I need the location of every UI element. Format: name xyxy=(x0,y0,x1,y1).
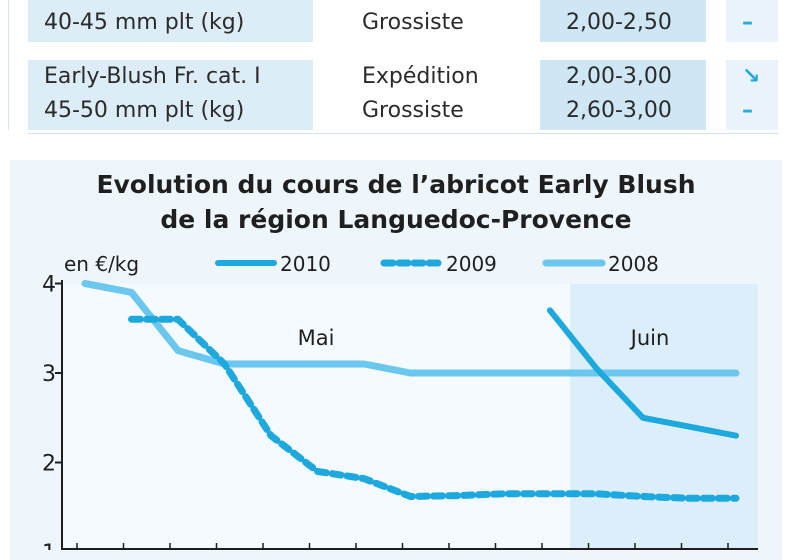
product-line-2: 40-45 mm plt (kg) xyxy=(44,10,245,35)
y-tick-label: 3 xyxy=(42,362,56,387)
trend-line-2: – xyxy=(742,98,753,123)
trend-band xyxy=(726,0,778,42)
series-line-2009 xyxy=(128,315,740,502)
legend-label-2009: 2009 xyxy=(446,252,497,276)
month-label-mai: Mai xyxy=(298,326,335,350)
product-band xyxy=(28,60,313,130)
table-row: Early-Blush Fr. cat. I 45-50 mm plt (kg)… xyxy=(0,60,800,134)
price-band xyxy=(540,0,706,42)
y-tick-label: 1 xyxy=(42,541,56,550)
channel-line-1: Expédition xyxy=(362,64,479,89)
y-axis-label: en €/kg xyxy=(64,252,139,276)
chart-title: Evolution du cours de l’abricot Early Bl… xyxy=(96,170,696,199)
series-line-2010 xyxy=(547,307,739,439)
price-line-2: 2,60-3,00 xyxy=(566,98,672,123)
price-band xyxy=(540,60,706,130)
price-line-2: 2,00-2,50 xyxy=(566,10,672,35)
product-line-1: Early-Blush Fr. cat. I xyxy=(44,64,261,89)
row-divider xyxy=(28,133,778,134)
trend-band xyxy=(726,60,778,130)
legend-label-2010: 2010 xyxy=(280,252,331,276)
series-line-2008 xyxy=(81,280,740,377)
channel-line-2: Grossiste xyxy=(362,98,464,123)
y-tick-label: 2 xyxy=(42,452,56,477)
trend-line-2: – xyxy=(742,10,753,35)
product-line-2: 45-50 mm plt (kg) xyxy=(44,98,245,123)
price-line-1: 2,00-3,00 xyxy=(566,64,672,89)
june-shading xyxy=(570,284,758,550)
y-tick-label: 4 xyxy=(42,273,56,298)
chart-subtitle: de la région Languedoc-Provence xyxy=(160,205,632,234)
month-label-juin: Juin xyxy=(629,326,670,350)
table-row: 40-45 mm plt (kg) Grossiste 2,00-2,50 – xyxy=(0,0,800,42)
table-side-rule xyxy=(8,0,9,130)
channel-line-2: Grossiste xyxy=(362,10,464,35)
legend-label-2008: 2008 xyxy=(608,252,659,276)
trend-down-arrow-icon: ↘ xyxy=(742,64,761,89)
price-table: 40-45 mm plt (kg) Grossiste 2,00-2,50 – … xyxy=(0,0,800,140)
product-band xyxy=(28,0,313,42)
